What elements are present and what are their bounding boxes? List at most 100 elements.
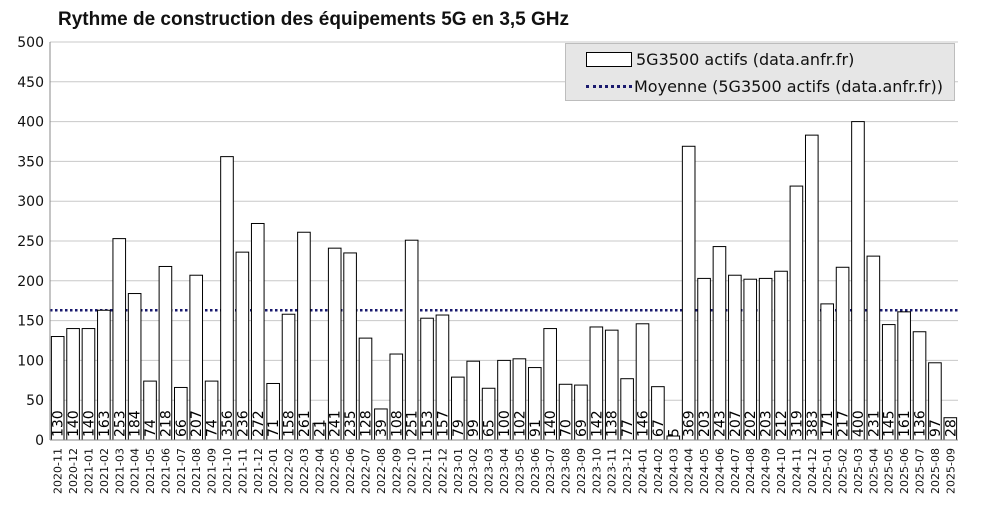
x-tick-label: 2023-10 (590, 448, 603, 494)
x-tick-label: 2025-09 (944, 448, 957, 494)
bar-value-label: 145 (882, 410, 898, 437)
bar-value-label: 241 (328, 410, 344, 437)
bars-layer: 130 140 140 163 253 184 74 218 66 207 74 356 236 272 7… (51, 121, 959, 441)
bar-value-label: 235 (343, 410, 359, 437)
x-tick-label: 2021-05 (144, 448, 157, 494)
legend-average-label: Moyenne (5G3500 actifs (data.anfr.fr)) (634, 76, 943, 96)
bar-value-label: 203 (697, 410, 713, 437)
x-tick-label: 2025-05 (883, 448, 896, 494)
bar-value-label: 70 (559, 419, 575, 437)
x-tick-label: 2022-05 (329, 448, 342, 494)
x-tick-label: 2025-07 (914, 448, 927, 494)
bar-value-label: 77 (620, 419, 636, 437)
x-tick-label: 2021-06 (159, 448, 172, 494)
bar-value-label: 130 (51, 410, 67, 437)
bar-value-label: 97 (928, 419, 944, 437)
bar-value-label: 157 (435, 410, 451, 437)
y-tick-label: 200 (17, 274, 44, 290)
x-tick-label: 2024-11 (790, 448, 803, 494)
legend-dotted-line-swatch (586, 84, 632, 88)
x-tick-label: 2021-03 (113, 448, 126, 494)
bar-value-label: 69 (574, 419, 590, 437)
x-tick-label: 2024-01 (637, 448, 650, 494)
x-tick-label: 2020-12 (67, 448, 80, 494)
bar-value-label: 140 (543, 410, 559, 437)
x-tick-label: 2022-07 (359, 448, 372, 494)
x-tick-label: 2025-02 (837, 448, 850, 494)
bar-value-label: 140 (81, 410, 97, 437)
y-tick-label: 250 (17, 234, 44, 250)
x-tick-label: 2022-02 (283, 448, 296, 494)
axes (49, 42, 958, 441)
bar-value-label: 142 (589, 410, 605, 437)
bar-value-label: 79 (451, 419, 467, 437)
x-tick-label: 2022-03 (298, 448, 311, 494)
y-tick-label: 500 (17, 35, 44, 51)
bar-value-label: 136 (913, 410, 929, 437)
bar-value-label: 74 (205, 419, 221, 437)
bar-value-label: 5 (666, 428, 682, 437)
x-tick-label: 2024-08 (744, 448, 757, 494)
bar-value-label: 99 (466, 419, 482, 437)
x-tick-label: 2021-01 (82, 448, 95, 494)
bar-value-label: 184 (128, 410, 144, 437)
bar-value-label: 108 (389, 410, 405, 437)
x-tick-label: 2024-05 (698, 448, 711, 494)
bar-value-label: 203 (759, 410, 775, 437)
bar-value-label: 253 (112, 410, 128, 437)
bar-value-label: 202 (743, 410, 759, 437)
x-tick-label: 2021-10 (221, 448, 234, 494)
x-tick-label: 2022-09 (390, 448, 403, 494)
x-tick-label: 2023-09 (575, 448, 588, 494)
bar-value-label: 319 (789, 410, 805, 437)
y-tick-label: 0 (35, 433, 44, 449)
y-tick-label: 50 (26, 393, 44, 409)
bar-value-label: 161 (897, 410, 913, 437)
bar-value-label: 207 (728, 410, 744, 437)
x-tick-label: 2021-12 (252, 448, 265, 494)
y-tick-label: 350 (17, 154, 44, 170)
bar-value-label: 71 (266, 419, 282, 437)
bar-value-label: 218 (158, 410, 174, 437)
bar-value-label: 356 (220, 410, 236, 437)
legend: 5G3500 actifs (data.anfr.fr) Moyenne (5G… (565, 43, 955, 101)
x-tick-label: 2024-06 (713, 448, 726, 494)
bar-value-label: 66 (174, 419, 190, 437)
bar-value-label: 102 (512, 410, 528, 437)
x-tick-label: 2021-02 (98, 448, 111, 494)
bar-value-label: 28 (943, 419, 959, 437)
y-tick-label: 400 (17, 115, 44, 131)
x-tick-label: 2023-11 (606, 448, 619, 494)
bar-value-label: 67 (651, 419, 667, 437)
bar (851, 121, 865, 441)
bar (789, 185, 804, 441)
bar-value-label: 138 (605, 410, 621, 437)
y-tick-label: 150 (17, 314, 44, 330)
y-tick-label: 100 (17, 353, 44, 369)
bar-value-label: 158 (282, 410, 298, 437)
x-tick-label: 2024-12 (806, 448, 819, 494)
x-tick-label: 2025-04 (867, 448, 880, 494)
bar (297, 231, 311, 441)
x-tick-label: 2022-11 (421, 448, 434, 494)
bar-value-label: 21 (312, 419, 328, 437)
bar-value-label: 163 (97, 410, 113, 437)
bar (681, 145, 696, 441)
x-tick-label: 2024-04 (683, 448, 696, 494)
x-tick-label: 2023-08 (560, 448, 573, 494)
bar-value-label: 146 (636, 410, 652, 437)
x-tick-label: 2023-12 (621, 448, 634, 494)
x-tick-label: 2022-10 (406, 448, 419, 494)
x-tick-label: 2023-05 (513, 448, 526, 494)
y-axis-ticks: 0 50 100 150 200 250 300 350 400 450 500 (17, 35, 44, 449)
x-tick-label: 2024-03 (667, 448, 680, 494)
x-tick-label: 2021-11 (236, 448, 249, 494)
x-tick-label: 2022-06 (344, 448, 357, 494)
bar-value-label: 207 (189, 410, 205, 437)
x-tick-label: 2022-08 (375, 448, 388, 494)
bar-value-label: 65 (482, 419, 498, 437)
legend-item-average: Moyenne (5G3500 actifs (data.anfr.fr)) (586, 75, 943, 97)
x-tick-label: 2021-08 (190, 448, 203, 494)
x-tick-label: 2023-02 (467, 448, 480, 494)
